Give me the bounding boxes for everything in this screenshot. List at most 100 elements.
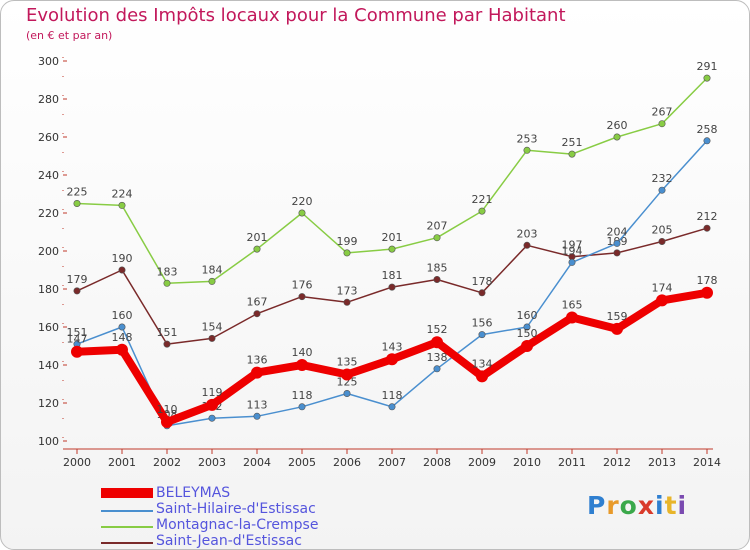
data-point-saint-hilaire-d-estissac — [568, 258, 576, 266]
data-point-beleymas — [386, 353, 398, 366]
data-point-beleymas — [611, 322, 623, 335]
data-point-beleymas — [566, 311, 578, 324]
data-label-saint-jean-d-estissac: 173 — [337, 284, 358, 297]
chart-subtitle: (en € et par an) — [26, 29, 113, 42]
legend-swatch-montagnac — [101, 526, 153, 528]
data-point-beleymas — [476, 370, 488, 383]
chart-title: Evolution des Impôts locaux pour la Comm… — [26, 5, 566, 26]
data-point-beleymas — [71, 345, 83, 358]
data-point-montagnac-la-crempse — [343, 249, 351, 257]
data-point-saint-hilaire-d-estissac — [703, 137, 711, 145]
data-label-saint-jean-d-estissac: 178 — [472, 275, 493, 288]
data-label-montagnac-la-crempse: 184 — [202, 263, 223, 276]
data-label-beleymas: 159 — [607, 310, 628, 323]
data-point-saint-jean-d-estissac — [613, 249, 621, 257]
data-label-saint-hilaire-d-estissac: 125 — [337, 376, 358, 389]
data-label-montagnac-la-crempse: 183 — [157, 265, 178, 278]
y-tick-label: 200 — [38, 245, 59, 258]
data-label-beleymas: 135 — [337, 356, 358, 369]
data-point-saint-jean-d-estissac — [388, 283, 396, 291]
data-point-beleymas — [251, 366, 263, 379]
data-label-saint-hilaire-d-estissac: 232 — [652, 172, 673, 185]
data-label-saint-jean-d-estissac: 167 — [247, 296, 268, 309]
data-point-saint-jean-d-estissac — [343, 298, 351, 306]
data-label-saint-hilaire-d-estissac: 160 — [112, 309, 133, 322]
data-point-saint-hilaire-d-estissac — [613, 239, 621, 247]
legend-swatch-saint-jean — [101, 542, 153, 544]
data-label-beleymas: 165 — [562, 299, 583, 312]
data-point-saint-hilaire-d-estissac — [118, 323, 126, 331]
data-label-montagnac-la-crempse: 199 — [337, 235, 358, 248]
data-point-saint-hilaire-d-estissac — [253, 412, 261, 420]
data-point-montagnac-la-crempse — [658, 120, 666, 128]
data-label-beleymas: 119 — [202, 386, 223, 399]
x-tick-label: 2014 — [693, 456, 721, 469]
data-point-saint-jean-d-estissac — [433, 275, 441, 283]
data-label-saint-jean-d-estissac: 203 — [517, 227, 538, 240]
data-point-montagnac-la-crempse — [118, 201, 126, 209]
data-point-beleymas — [161, 416, 173, 428]
data-label-montagnac-la-crempse: 291 — [697, 60, 718, 73]
y-tick-label: 160 — [38, 321, 59, 334]
data-point-montagnac-la-crempse — [703, 74, 711, 82]
x-tick-label: 2003 — [198, 456, 226, 469]
legend-label-beleymas: BELEYMAS — [156, 485, 231, 501]
data-label-saint-jean-d-estissac: 179 — [67, 273, 88, 286]
data-label-saint-hilaire-d-estissac: 204 — [607, 225, 628, 238]
data-label-montagnac-la-crempse: 221 — [472, 193, 493, 206]
data-label-beleymas: 140 — [292, 346, 313, 359]
data-point-beleymas — [521, 340, 533, 352]
x-tick-label: 2002 — [153, 456, 181, 469]
data-label-saint-jean-d-estissac: 185 — [427, 262, 448, 275]
data-label-beleymas: 143 — [382, 340, 403, 353]
data-point-saint-jean-d-estissac — [73, 287, 81, 295]
data-point-beleymas — [206, 398, 218, 411]
data-point-saint-hilaire-d-estissac — [388, 403, 396, 411]
data-point-saint-jean-d-estissac — [703, 224, 711, 232]
proxiti-logo: Proxiti — [587, 491, 688, 520]
data-label-saint-hilaire-d-estissac: 151 — [67, 326, 88, 339]
data-point-montagnac-la-crempse — [208, 277, 216, 285]
data-point-montagnac-la-crempse — [388, 245, 396, 253]
data-label-saint-hilaire-d-estissac: 194 — [562, 244, 583, 257]
y-tick-label: 100 — [38, 435, 59, 448]
x-tick-label: 2004 — [243, 456, 271, 469]
legend-swatch-saint-hilaire — [101, 510, 153, 512]
y-tick-label: 260 — [38, 131, 59, 144]
data-point-saint-jean-d-estissac — [478, 289, 486, 297]
data-label-saint-hilaire-d-estissac: 160 — [517, 309, 538, 322]
data-label-saint-jean-d-estissac: 154 — [202, 320, 223, 333]
data-label-saint-jean-d-estissac: 176 — [292, 279, 313, 292]
data-label-montagnac-la-crempse: 225 — [67, 186, 88, 199]
data-label-beleymas: 150 — [517, 327, 538, 340]
data-point-beleymas — [431, 336, 443, 349]
data-label-saint-jean-d-estissac: 181 — [382, 269, 403, 282]
data-point-saint-jean-d-estissac — [298, 293, 306, 301]
legend-label-montagnac: Montagnac-la-Crempse — [156, 517, 319, 533]
data-point-saint-hilaire-d-estissac — [298, 403, 306, 411]
data-point-saint-jean-d-estissac — [208, 334, 216, 342]
data-label-montagnac-la-crempse: 267 — [652, 106, 673, 119]
x-tick-label: 2011 — [558, 456, 586, 469]
data-point-saint-jean-d-estissac — [658, 238, 666, 246]
data-label-saint-hilaire-d-estissac: 118 — [292, 389, 313, 402]
data-point-saint-jean-d-estissac — [523, 241, 531, 249]
data-point-montagnac-la-crempse — [568, 150, 576, 158]
y-tick-label: 140 — [38, 359, 59, 372]
x-tick-label: 2000 — [63, 456, 91, 469]
x-tick-label: 2010 — [513, 456, 541, 469]
data-point-beleymas — [296, 359, 308, 371]
data-label-montagnac-la-crempse: 220 — [292, 195, 313, 208]
data-point-saint-hilaire-d-estissac — [658, 186, 666, 194]
data-point-saint-jean-d-estissac — [118, 266, 126, 274]
data-label-montagnac-la-crempse: 251 — [562, 136, 583, 149]
y-tick-label: 280 — [38, 93, 59, 106]
data-label-beleymas: 148 — [112, 331, 133, 344]
data-label-montagnac-la-crempse: 260 — [607, 119, 628, 132]
data-label-beleymas: 174 — [652, 281, 673, 294]
legend-swatch-beleymas — [101, 488, 153, 498]
y-tick-label: 220 — [38, 207, 59, 220]
data-point-saint-hilaire-d-estissac — [343, 389, 351, 397]
data-label-saint-hilaire-d-estissac: 156 — [472, 317, 493, 330]
